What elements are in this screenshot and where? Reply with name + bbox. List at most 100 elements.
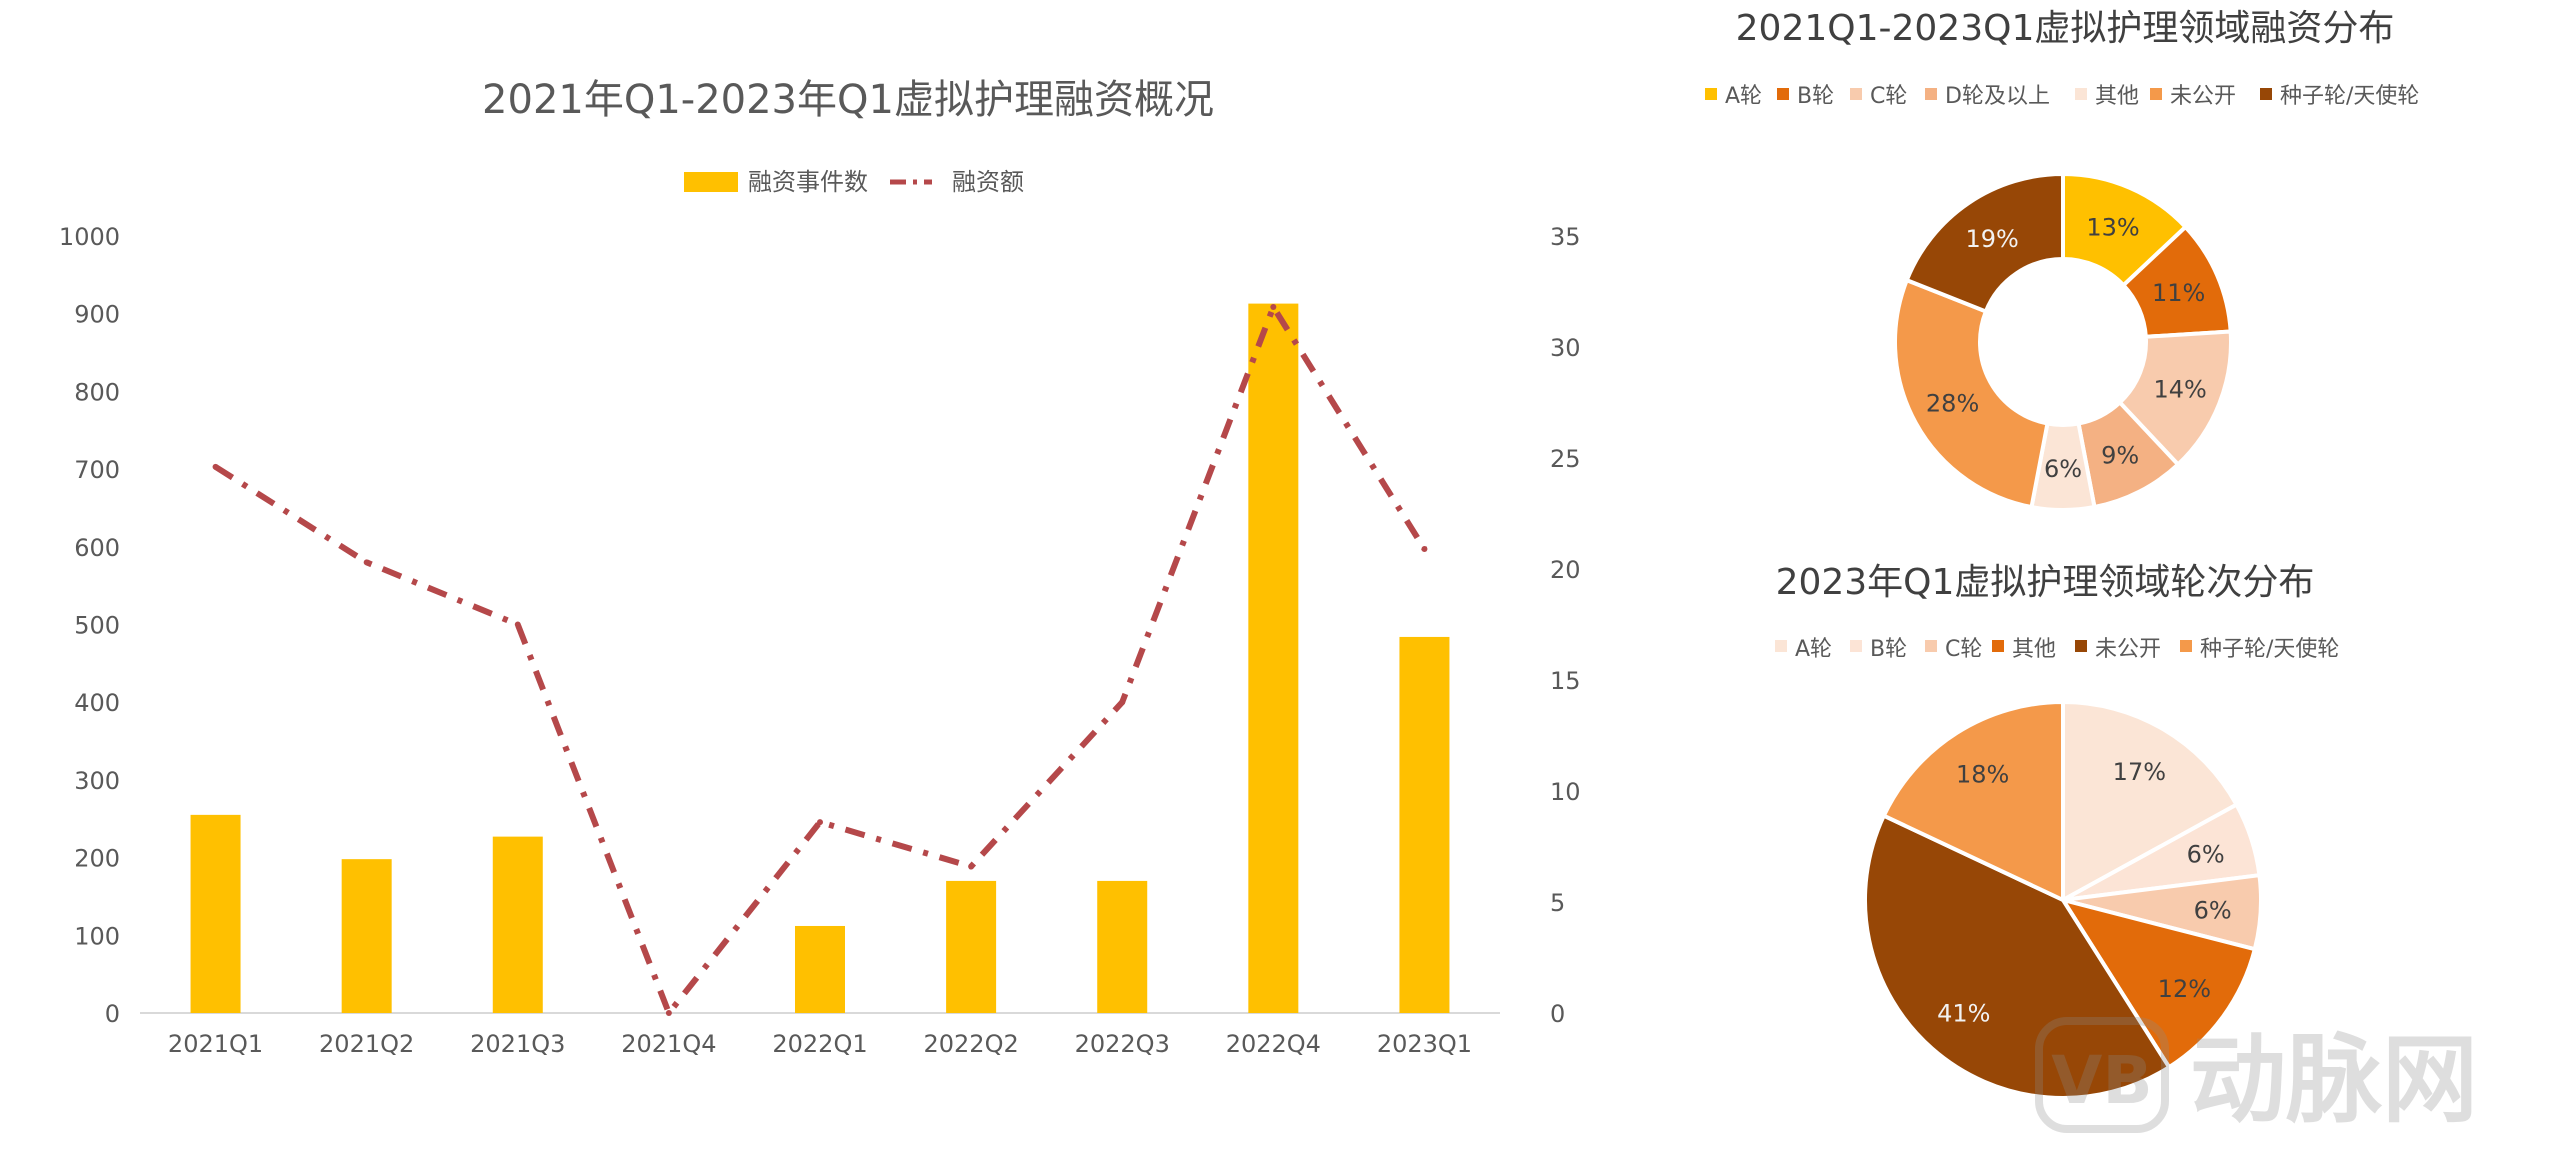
slice-label: 14% [2153,375,2206,403]
slice-label: 13% [2086,213,2139,241]
x-tick-label: 2023Q1 [1377,1030,1472,1058]
legend-swatch-C轮 [1850,88,1862,100]
x-tick-label: 2021Q3 [470,1030,565,1058]
bar-2022Q4 [1248,303,1299,1013]
donut-chart-title: 2021Q1-2023Q1虚拟护理领域融资分布 [1736,8,2395,49]
slice-其他 [2058,896,2258,1070]
line-series-path [213,304,1427,1016]
x-tick-label: 2021Q2 [319,1030,414,1058]
legend-swatch-种子轮/天使轮 [2180,640,2192,652]
bar-2021Q3 [492,836,543,1013]
x-axis-labels: 2021Q1 2021Q2 2021Q3 2021Q4 2022Q1 2022Q2 2022… [168,1030,1472,1058]
legend-label: C轮 [1870,84,1907,109]
bar-2022Q2 [946,880,997,1013]
slice-label: 9% [2101,441,2139,469]
legend-label: 种子轮/天使轮 [2280,84,2419,109]
legend-swatch-D轮及以上 [1925,88,1937,100]
left-tick-label: 500 [74,612,120,640]
legend-label: D轮及以上 [1945,84,2050,109]
legend-swatch-C轮 [1925,640,1937,652]
x-tick-label: 2022Q3 [1075,1030,1170,1058]
line-series-points [212,304,1428,1016]
slice-label: 17% [2113,758,2166,786]
line-point-2022Q4 [1270,304,1277,311]
right-tick-label: 10 [1550,778,1581,806]
left-axis-ticks: 0 100 200 300 400 500 600 700 800 900 1000 [59,223,120,1028]
left-tick-label: 600 [74,534,120,562]
legend-label: 其他 [2095,84,2139,109]
legend-swatch-B轮 [1850,640,1862,652]
slice-label: 11% [2152,279,2205,307]
combo-chart: 2021年Q1-2023年Q1虚拟护理融资概况 融资事件数 融资额 010020… [59,77,1581,1058]
legend-label: B轮 [1870,637,1907,662]
legend-label: B轮 [1797,84,1834,109]
legend-swatch-B轮 [1777,88,1789,100]
line-point-2022Q2 [968,863,975,870]
pie-chart-legend: A轮 B轮 C轮 其他 未公开 种子轮/天使轮 [1775,637,2339,662]
pie-chart: 2023年Q1虚拟护理领域轮次分布 A轮 B轮 C轮 其他 未公开 种子轮/天使轮 17%… [1775,562,2339,1100]
bar-2023Q1 [1399,636,1450,1013]
slice-label: 19% [1966,225,2019,253]
left-tick-label: 200 [74,845,120,873]
slice-label: 6% [2187,841,2225,869]
legend-swatch-A轮 [1705,88,1717,100]
svg-text:VB: VB [2051,1042,2152,1119]
legend-swatch-bar [684,172,738,192]
legend-swatch-种子轮/天使轮 [2260,88,2272,100]
right-axis-ticks: 0 5 10 15 20 25 30 35 [1550,223,1581,1028]
pie-chart-title: 2023年Q1虚拟护理领域轮次分布 [1776,562,2315,603]
bar-2022Q3 [1097,880,1148,1013]
legend-swatch-A轮 [1775,640,1787,652]
x-tick-label: 2022Q4 [1226,1030,1321,1058]
right-tick-label: 5 [1550,889,1565,917]
slice-种子轮/天使轮 [1904,171,2065,315]
left-tick-label: 400 [74,689,120,717]
legend-swatch-其他 [1992,640,2004,652]
bar-series [190,303,1450,1013]
bar-2022Q1 [795,925,845,1013]
svg-text:动脉网: 动脉网 [2190,1024,2478,1135]
line-point-2021Q2 [363,559,370,566]
slice-种子轮/天使轮 [1881,699,2065,904]
left-tick-label: 900 [74,301,120,329]
legend-label-line: 融资额 [952,168,1024,196]
combo-chart-legend: 融资事件数 融资额 [684,168,1024,196]
legend-label: 其他 [2012,637,2056,662]
line-point-2022Q1 [817,819,823,826]
x-tick-label: 2021Q1 [168,1030,263,1058]
left-tick-label: 0 [105,1000,120,1028]
right-tick-label: 20 [1550,556,1581,584]
bar-2021Q1 [190,814,241,1013]
right-tick-label: 35 [1550,223,1581,251]
legend-label-bar: 融资事件数 [748,168,868,196]
left-tick-label: 700 [74,456,120,484]
donut-chart-legend: A轮 B轮 C轮 D轮及以上 其他 未公开 种子轮/天使轮 [1705,84,2419,109]
legend-label: C轮 [1945,637,1982,662]
right-tick-label: 25 [1550,445,1581,473]
legend-label: 未公开 [2095,637,2161,662]
left-tick-label: 100 [74,922,120,950]
left-tick-label: 300 [74,767,120,795]
line-point-2022Q3 [1119,699,1126,706]
pie-labels: 17% 6% 6% 12% 41% 18% [1937,758,2232,1028]
slice-未公开 [1893,277,2050,510]
x-tick-label: 2021Q4 [621,1030,716,1058]
right-tick-label: 0 [1550,1000,1565,1028]
slice-未公开 [1863,813,2172,1100]
legend-label: 未公开 [2170,84,2236,109]
line-point-2021Q4 [665,1010,672,1016]
slice-label: 12% [2158,975,2211,1003]
left-tick-label: 800 [74,378,120,406]
line-point-2023Q1 [1421,546,1428,553]
slice-A轮 [2061,699,2240,904]
slice-label: 18% [1956,760,2009,788]
legend-label: 种子轮/天使轮 [2200,637,2339,662]
left-tick-label: 1000 [59,223,120,251]
x-tick-label: 2022Q1 [772,1030,867,1058]
line-point-2021Q1 [212,463,219,470]
pie-slices [1863,699,2263,1100]
legend-label: A轮 [1725,84,1762,109]
legend-swatch-未公开 [2075,640,2087,652]
slice-label: 28% [1926,390,1979,418]
